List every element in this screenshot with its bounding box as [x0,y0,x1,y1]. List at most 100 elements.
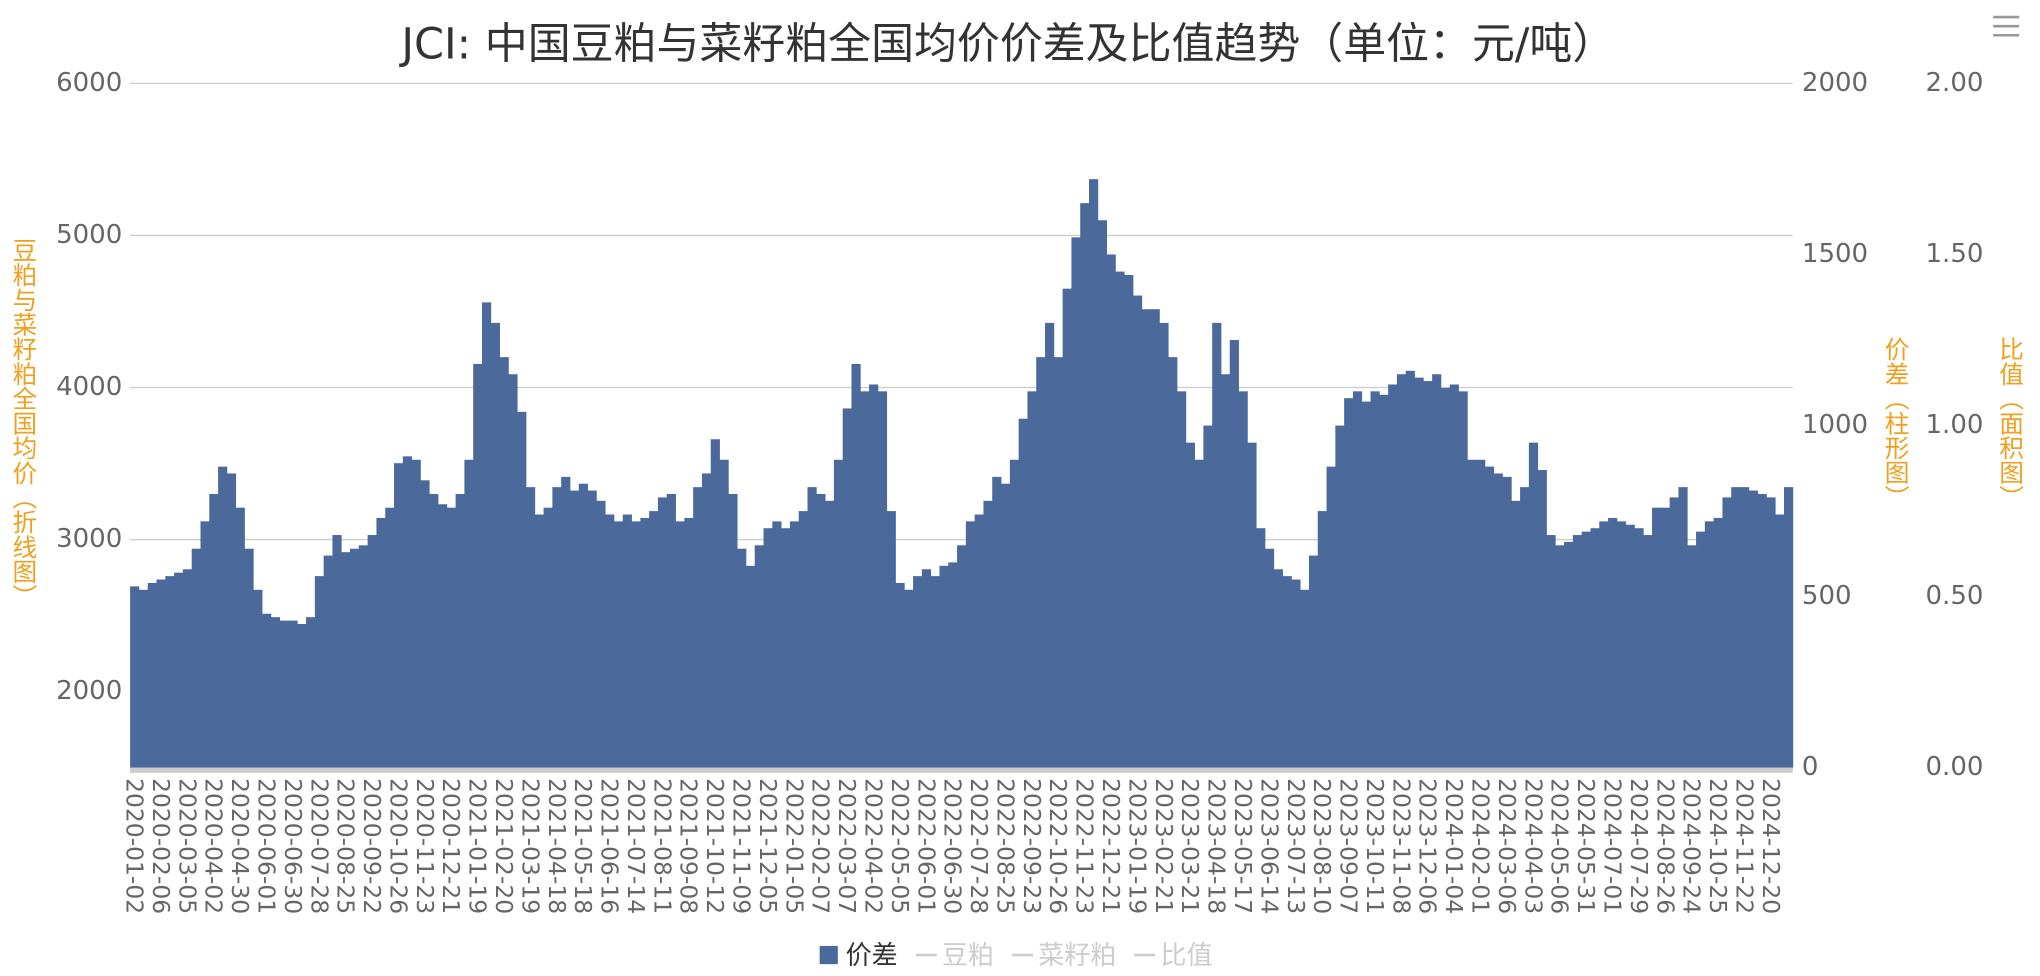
x-tick-label: 2022-07-28 [965,778,993,914]
x-tick-label: 2022-06-30 [939,778,967,914]
x-tick-label: 2022-11-23 [1071,778,1099,914]
bar [130,586,140,768]
bar [499,357,509,768]
x-tick-label: 2024-11-22 [1730,778,1758,914]
bar [1722,497,1732,768]
bar [596,500,606,768]
bar [438,504,448,768]
bar [1388,384,1398,768]
bar [279,620,289,768]
bar [684,517,694,768]
bar [745,565,756,768]
bar [789,521,800,768]
bar [1326,466,1336,768]
bar [807,487,817,768]
y-tick-label: 4000 [56,372,122,402]
x-tick-label: 2020-04-02 [200,778,228,914]
bar [341,552,351,768]
bar [543,507,553,768]
bar [675,521,685,768]
x-tick-label: 2024-02-01 [1466,778,1494,914]
bar [1212,322,1222,768]
x-tick-label: 2024-08-26 [1651,778,1679,914]
bar [842,408,852,768]
bar [1009,459,1020,768]
bar [1317,511,1327,768]
x-tick-label: 2023-01-19 [1123,778,1151,914]
x-tick-label: 2024-05-31 [1572,778,1600,914]
y-tick-label: 2000 [56,676,122,706]
bar [235,507,245,768]
bar [631,521,641,768]
bar [1546,535,1556,768]
x-tick-label: 2023-09-07 [1335,778,1363,914]
x-tick-label: 2021-03-19 [516,778,544,914]
bar [1757,493,1767,768]
y2-axis-title: 价差（柱形图） [1881,336,1910,509]
legend-item[interactable]: 价差 [819,941,898,971]
bar [974,514,984,768]
bar [297,624,307,768]
bar [1678,487,1688,768]
bar [728,493,738,768]
y-tick-label: 5000 [56,220,122,250]
legend-item[interactable]: 比值 [1134,941,1213,971]
bar [1238,391,1248,768]
bar [1713,517,1723,768]
bar [666,493,676,768]
x-tick-label: 2020-08-25 [332,778,360,914]
bar [657,497,668,768]
bar [1291,579,1301,768]
bar [983,500,993,768]
x-tick-label: 2022-08-25 [991,778,1019,914]
bar [200,521,210,768]
bar [1370,391,1380,768]
bar [1106,254,1116,768]
x-tick-label: 2020-10-26 [384,778,412,914]
bar [1097,220,1108,768]
bar [1590,528,1600,768]
bar [1766,497,1776,768]
bar [763,528,773,768]
bar [1220,374,1231,768]
bar [218,466,228,768]
x-tick-label: 2021-11-09 [728,778,756,914]
bar [587,490,597,768]
bar [1194,459,1204,768]
bar [481,302,492,768]
bar [385,507,395,768]
bar [1608,517,1618,768]
bar [701,473,712,768]
bar [869,384,879,768]
legend-swatch [819,945,838,965]
bar [1731,487,1741,768]
y-tick-label: 6000 [56,68,122,98]
bar [1625,524,1635,768]
bar [877,391,888,768]
x-tick-label: 2023-12-06 [1414,778,1442,914]
bar [1045,322,1055,768]
y3-tick-label: 1.00 [1926,410,1984,440]
bar [1027,391,1037,768]
bar [314,576,325,768]
bar [1432,374,1442,768]
legend-item[interactable]: 豆粕 [915,941,994,971]
bar [367,535,377,768]
legend-item[interactable]: 菜籽粕 [1012,941,1116,971]
bar [561,476,571,768]
bar [693,487,703,768]
bar [1572,535,1583,768]
x-tick-label: 2023-06-14 [1255,778,1283,914]
bar [957,545,967,768]
x-tick-label: 2024-07-29 [1625,778,1653,914]
bar [209,493,219,768]
x-tick-label: 2021-12-05 [754,778,782,914]
bar [191,548,201,768]
x-tick-label: 2022-12-21 [1097,778,1125,914]
bar [622,514,632,768]
bar [1704,521,1715,768]
menu-icon[interactable] [1993,15,2020,37]
x-tick-label: 2023-10-11 [1361,778,1389,914]
bar [147,582,157,768]
x-tick-label: 2024-05-06 [1546,778,1574,914]
